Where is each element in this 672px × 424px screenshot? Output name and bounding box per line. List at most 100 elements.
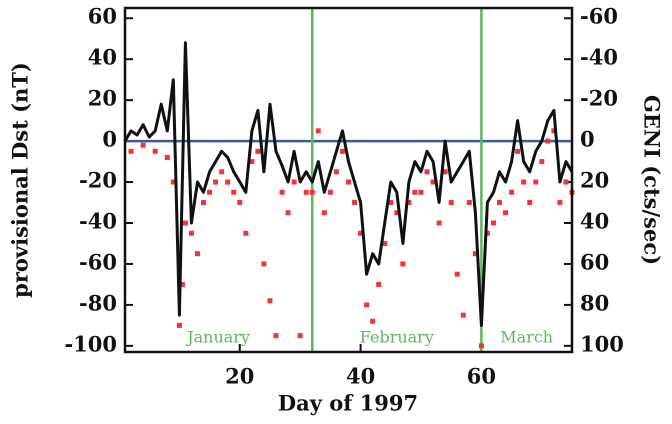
geni-point (545, 138, 551, 144)
y-tick-label: 60 (88, 4, 117, 29)
geni-point (237, 200, 243, 206)
y-tick-label: -60 (79, 249, 117, 274)
y2-tick-label: 80 (580, 290, 609, 315)
y-tick-label: 40 (88, 45, 117, 70)
geni-point (418, 189, 424, 195)
y2-tick-label: 0 (580, 127, 595, 152)
y2-tick-label: -20 (580, 86, 618, 111)
y2-tick-label: 60 (580, 249, 609, 274)
geni-point (327, 189, 333, 195)
y2-tick-label: 100 (580, 331, 624, 356)
geni-point (164, 154, 170, 160)
geni-point (376, 281, 382, 287)
geni-point (436, 220, 442, 226)
x-axis-label: Day of 1997 (278, 391, 418, 416)
y2-axis-label: GENI (cts/sec) (640, 95, 665, 265)
geni-point (213, 179, 219, 185)
geni-point (352, 200, 358, 206)
y2-tick-label: 20 (580, 168, 609, 193)
geni-point (509, 189, 515, 195)
geni-point (497, 200, 503, 206)
y2-tick-label: -60 (580, 4, 618, 29)
y-tick-label: 0 (102, 127, 117, 152)
geni-point (249, 159, 255, 165)
geni-point (279, 189, 285, 195)
month-label: February (360, 328, 434, 347)
geni-point (394, 210, 400, 216)
geni-point (303, 189, 309, 195)
geni-point (207, 189, 213, 195)
geni-point (309, 189, 315, 195)
geni-point (478, 343, 484, 349)
geni-point (243, 230, 249, 236)
geni-point (315, 128, 321, 134)
geni-point (128, 148, 134, 154)
geni-point (448, 200, 454, 206)
geni-point (358, 230, 364, 236)
geni-point (388, 200, 394, 206)
geni-point (563, 179, 569, 185)
geni-point (179, 281, 185, 287)
geni-point (370, 318, 376, 324)
geni-point (400, 261, 406, 267)
geni-point (261, 261, 267, 267)
geni-point (515, 148, 521, 154)
month-label: January (185, 328, 250, 347)
geni-point (382, 240, 388, 246)
geni-point (188, 230, 194, 236)
geni-point (273, 333, 279, 339)
geni-point (364, 302, 370, 308)
y-tick-label: -80 (79, 290, 117, 315)
geni-point (285, 210, 291, 216)
geni-point (406, 200, 412, 206)
geni-point (231, 189, 237, 195)
x-tick-label: 20 (225, 364, 254, 389)
x-tick-label: 60 (467, 364, 496, 389)
y2-tick-label: -40 (580, 45, 618, 70)
geni-point (527, 200, 533, 206)
geni-point (297, 333, 303, 339)
geni-point (170, 179, 176, 185)
geni-point (291, 179, 297, 185)
geni-point (472, 251, 478, 257)
geni-point (466, 200, 472, 206)
geni-point (454, 271, 460, 277)
geni-point (201, 200, 207, 206)
x-tick-label: 40 (346, 364, 375, 389)
geni-point (442, 169, 448, 175)
geni-point (503, 210, 509, 216)
geni-point (255, 148, 261, 154)
geni-point (140, 142, 146, 148)
y-axis-label: provisional Dst (nT) (8, 62, 33, 298)
geni-point (557, 200, 563, 206)
geni-point (321, 210, 327, 216)
geni-point (412, 189, 418, 195)
y-tick-label: -100 (64, 331, 117, 356)
geni-point (182, 220, 188, 226)
geni-point (551, 128, 557, 134)
geni-point (424, 169, 430, 175)
geni-point (333, 169, 339, 175)
geni-point (484, 230, 490, 236)
y-tick-label: -20 (79, 168, 117, 193)
geni-point (490, 220, 496, 226)
month-label: March (500, 328, 553, 347)
geni-point (430, 179, 436, 185)
geni-point (460, 312, 466, 318)
geni-point (152, 148, 158, 154)
geni-point (346, 179, 351, 185)
geni-point (267, 298, 273, 304)
dst-line (123, 41, 574, 327)
geni-point (521, 179, 527, 185)
geni-point (533, 179, 539, 185)
geni-point (194, 251, 200, 257)
geni-point (219, 169, 225, 175)
geni-point (176, 322, 182, 328)
y-tick-label: -40 (79, 209, 117, 234)
y-tick-label: 20 (88, 86, 117, 111)
geni-point (339, 148, 345, 154)
geni-point (539, 159, 545, 165)
plot-frame (123, 6, 574, 354)
y2-tick-label: 40 (580, 209, 609, 234)
